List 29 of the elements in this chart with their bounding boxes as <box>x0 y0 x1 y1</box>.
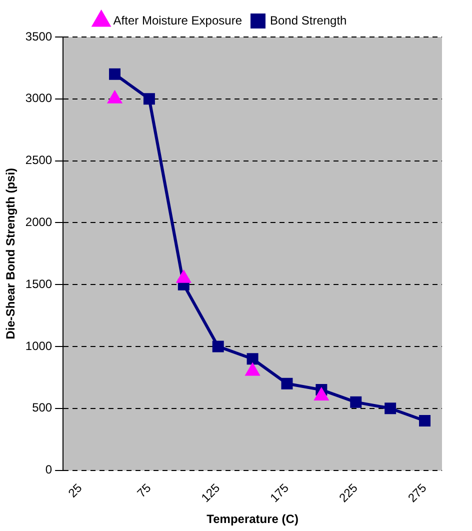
legend-label: After Moisture Exposure <box>113 13 242 28</box>
x-tick-label: 25 <box>65 480 86 500</box>
point <box>143 93 155 105</box>
y-tick-label: 3500 <box>25 29 52 44</box>
x-tick-label: 175 <box>267 480 292 505</box>
x-tick-label: 225 <box>336 480 361 505</box>
x-axis-title: Temperature (C) <box>206 512 298 526</box>
point <box>212 340 224 352</box>
legend-label: Bond Strength <box>270 13 347 28</box>
y-tick-label: 1000 <box>25 338 52 353</box>
point <box>350 396 362 408</box>
y-tick-label: 500 <box>32 400 52 415</box>
x-tick-label: 125 <box>198 480 223 505</box>
y-tick-label: 2500 <box>25 153 52 168</box>
point <box>384 402 396 414</box>
y-tick-label: 3000 <box>25 91 52 106</box>
point <box>246 353 258 365</box>
y-axis-title: Die-Shear Bond Strength (psi) <box>4 168 18 340</box>
x-tick-label: 75 <box>134 480 154 500</box>
point <box>246 364 260 376</box>
point <box>109 68 121 80</box>
point <box>108 91 122 104</box>
point <box>419 415 431 426</box>
y-tick-label: 1500 <box>25 276 52 291</box>
x-tick-label: 275 <box>405 480 430 505</box>
y-tick-label: 2000 <box>25 214 52 229</box>
y-tick-label: 0 <box>45 462 52 477</box>
point <box>281 378 293 390</box>
point <box>176 270 190 283</box>
